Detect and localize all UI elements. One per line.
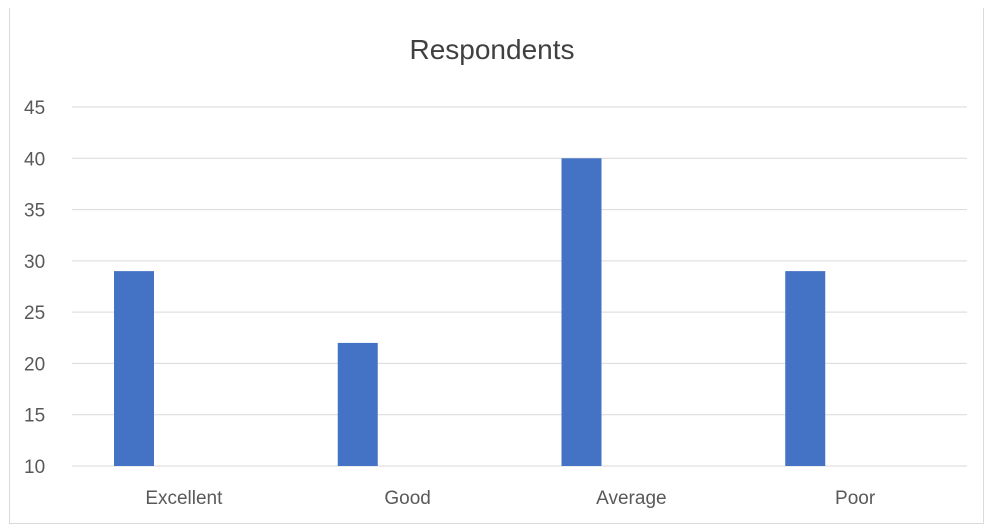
gridlines (72, 106, 967, 467)
x-tick-label-average: Average (596, 488, 666, 509)
bar-average (561, 158, 602, 467)
x-tick-label-good: Good (384, 488, 430, 509)
bar-good (337, 342, 378, 466)
y-tick-label: 15 (24, 406, 45, 427)
y-tick-label: 45 (24, 98, 45, 119)
y-tick-label: 20 (24, 354, 45, 375)
top-strip (0, 0, 984, 8)
x-tick-labels: Excellent Good Average Poor (145, 488, 876, 509)
bars (114, 158, 826, 467)
x-tick-label-poor: Poor (835, 488, 876, 509)
y-tick-label: 35 (24, 201, 45, 222)
bar-excellent (114, 271, 154, 466)
x-tick-label-excellent: Excellent (145, 488, 223, 509)
y-tick-label: 40 (24, 149, 45, 170)
y-tick-label: 10 (24, 457, 45, 478)
y-tick-labels: 10 15 20 25 30 35 40 45 (24, 98, 45, 478)
y-tick-label: 25 (24, 303, 45, 324)
bar-poor (785, 271, 826, 466)
y-tick-label: 30 (24, 252, 45, 273)
chart-title: Respondents (409, 34, 575, 65)
